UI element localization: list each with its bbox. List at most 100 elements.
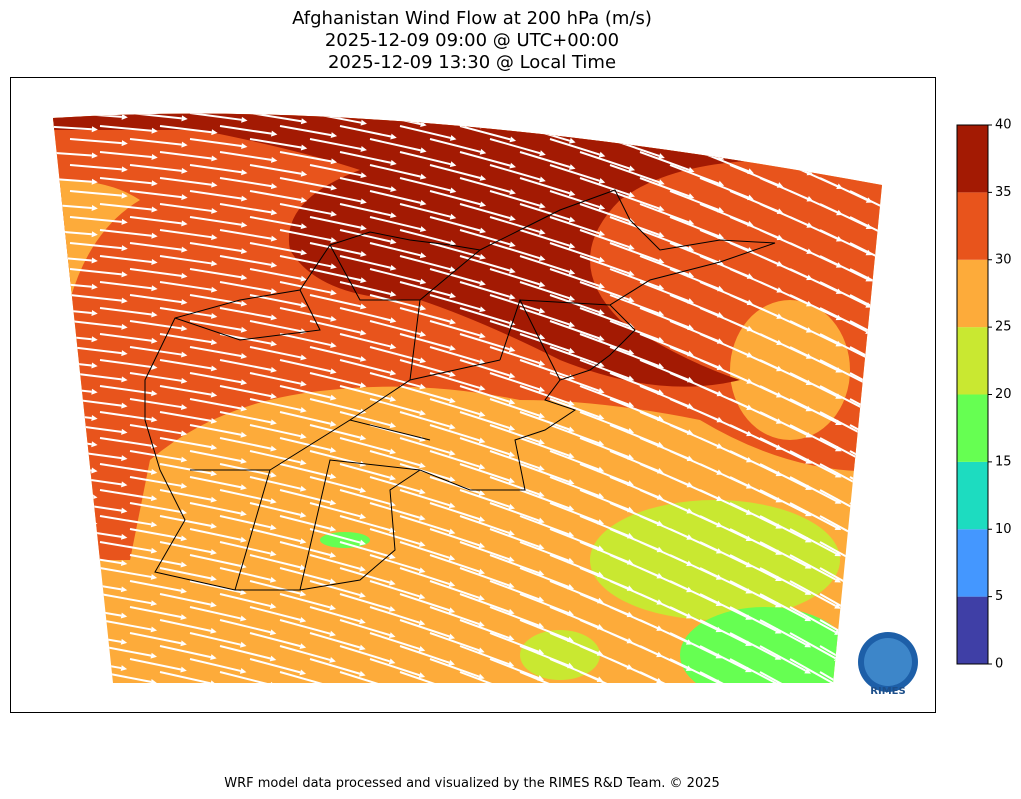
wind-arrow bbox=[249, 476, 301, 490]
wind-arrow bbox=[99, 515, 152, 526]
wind-arrow bbox=[99, 593, 152, 605]
arrow-head bbox=[568, 242, 576, 249]
wind-arrow bbox=[399, 619, 450, 638]
wind-arrow bbox=[69, 268, 122, 276]
wind-arrow bbox=[159, 203, 212, 212]
wind-arrow bbox=[429, 346, 481, 363]
wind-arrow bbox=[369, 190, 421, 204]
arrow-head bbox=[329, 657, 336, 663]
arrow-head bbox=[299, 590, 307, 597]
arrow-head bbox=[211, 260, 218, 267]
wind-arrow bbox=[309, 346, 361, 360]
arrow-head bbox=[150, 652, 157, 659]
logo: RIMES bbox=[858, 632, 918, 697]
wind-arrow bbox=[819, 113, 868, 123]
wind-arrow bbox=[189, 346, 242, 357]
colorbar-bin bbox=[957, 125, 988, 193]
arrow-head bbox=[270, 498, 277, 505]
arrow-head bbox=[151, 180, 158, 187]
wind-arrow bbox=[129, 164, 182, 172]
wind-arrow bbox=[249, 268, 302, 280]
wind-arrow bbox=[189, 476, 242, 489]
arrow-head bbox=[834, 603, 841, 609]
arrow-head bbox=[925, 199, 932, 204]
arrow-head bbox=[509, 162, 516, 169]
wind-arrow bbox=[369, 502, 421, 519]
arrow-head bbox=[240, 326, 248, 333]
wind-arrow bbox=[819, 333, 867, 359]
arrow-head bbox=[90, 625, 98, 631]
arrow-head bbox=[91, 178, 98, 185]
arrow-head bbox=[210, 286, 218, 293]
wind-arrow bbox=[339, 541, 391, 558]
arrow-head bbox=[479, 280, 486, 286]
field bbox=[53, 113, 882, 560]
arrow-head bbox=[747, 142, 755, 148]
wind-arrow bbox=[849, 450, 882, 477]
arrow-head bbox=[478, 594, 485, 601]
wind-arrow bbox=[309, 294, 361, 308]
arrow-head bbox=[539, 202, 546, 209]
arrow-head bbox=[120, 533, 128, 540]
arrow-head bbox=[300, 275, 307, 282]
arrow-head bbox=[804, 589, 812, 595]
wind-arrow bbox=[279, 515, 331, 530]
wind-arrow bbox=[789, 424, 837, 450]
wind-arrow bbox=[489, 606, 539, 627]
wind-arrow bbox=[279, 567, 331, 583]
arrow-head bbox=[210, 575, 217, 582]
wind-arrow bbox=[219, 489, 272, 503]
arrow-head bbox=[804, 668, 812, 674]
arrow-head bbox=[270, 340, 278, 347]
arrow-head bbox=[329, 604, 337, 611]
arrow-head bbox=[478, 463, 486, 470]
wind-arrow bbox=[279, 125, 332, 137]
arrow-head bbox=[895, 316, 902, 321]
arrow-head bbox=[181, 351, 188, 358]
wind-arrow bbox=[639, 333, 689, 355]
arrow-head bbox=[626, 717, 633, 722]
wind-arrow bbox=[549, 476, 599, 497]
wind-arrow bbox=[309, 216, 362, 229]
wind-arrow bbox=[279, 593, 331, 609]
wind-arrow bbox=[790, 685, 835, 711]
arrow-head bbox=[390, 238, 397, 245]
wind-arrow bbox=[279, 645, 331, 661]
wind-arrow bbox=[369, 580, 420, 598]
arrow-head bbox=[896, 132, 903, 137]
wind-arrow bbox=[729, 632, 777, 658]
wind-arrow bbox=[519, 437, 570, 457]
wind-arrow bbox=[189, 268, 242, 279]
wind-arrow bbox=[639, 203, 690, 224]
wind-arrow bbox=[279, 541, 331, 556]
arrow-head bbox=[806, 117, 814, 123]
wind-arrow bbox=[339, 203, 391, 217]
wind-arrow bbox=[99, 619, 152, 631]
arrow-head bbox=[181, 220, 188, 227]
arrow-head bbox=[509, 267, 516, 274]
wind-arrow bbox=[159, 567, 212, 580]
arrow-head bbox=[389, 343, 397, 350]
arrow-head bbox=[389, 264, 397, 271]
arrow-head bbox=[420, 173, 427, 180]
wind-arrow bbox=[459, 151, 511, 167]
wind-arrow bbox=[879, 203, 882, 229]
wind-arrow bbox=[879, 177, 882, 203]
arrow-head bbox=[507, 582, 515, 589]
arrow-head bbox=[91, 257, 98, 264]
arrow-head bbox=[923, 540, 930, 546]
wind-arrow bbox=[339, 463, 391, 479]
arrow-head bbox=[478, 411, 486, 418]
wind-arrow bbox=[429, 528, 480, 547]
wind-arrow bbox=[309, 164, 362, 177]
footer: WRF model data processed and visualized … bbox=[224, 776, 720, 791]
wind-arrow bbox=[219, 463, 272, 476]
arrow-head bbox=[478, 568, 485, 575]
arrow-head bbox=[419, 383, 427, 390]
wind-arrow bbox=[639, 229, 689, 250]
arrow-head bbox=[449, 344, 456, 351]
wind-arrow bbox=[699, 671, 747, 683]
wind-arrow bbox=[429, 606, 480, 626]
arrow-head bbox=[806, 143, 814, 150]
arrow-head bbox=[150, 705, 156, 711]
